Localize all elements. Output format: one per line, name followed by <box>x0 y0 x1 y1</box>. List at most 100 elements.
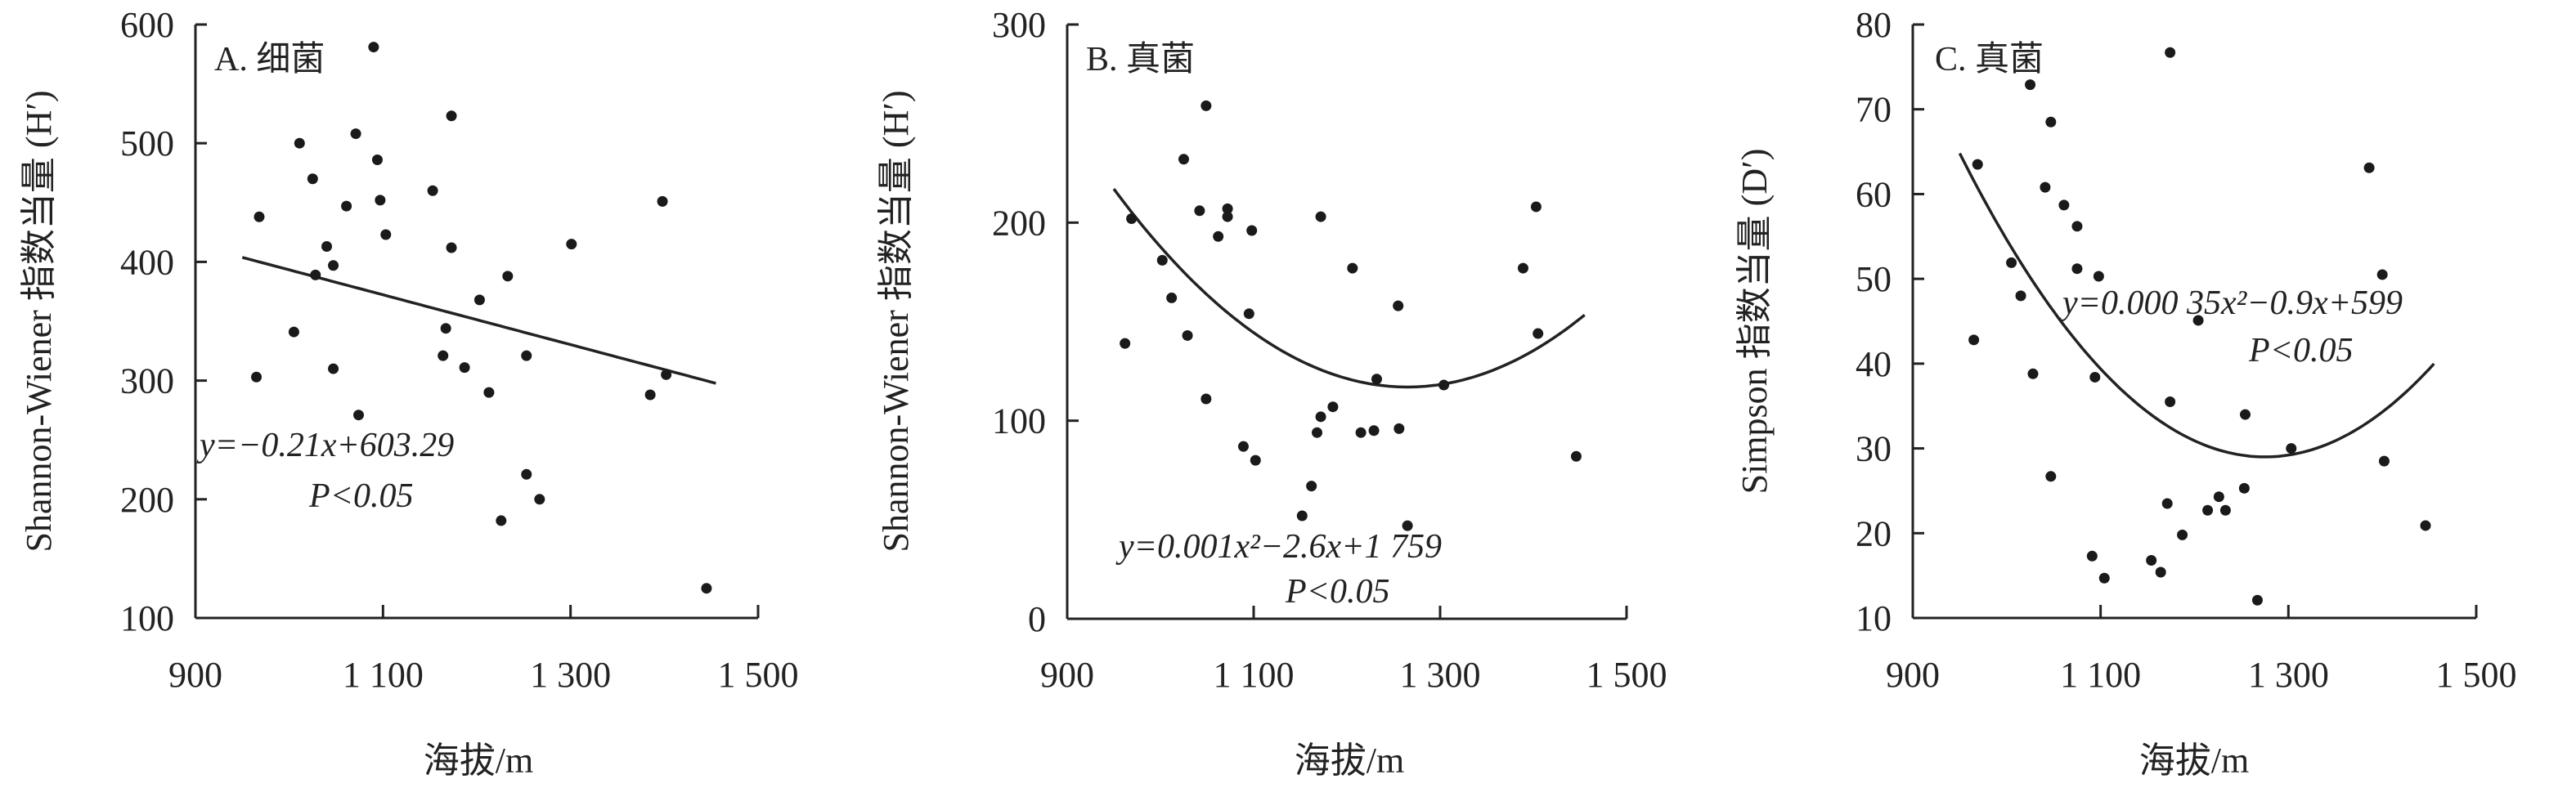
data-point <box>1368 425 1380 437</box>
data-point <box>328 260 339 271</box>
data-point <box>521 350 532 361</box>
data-point <box>459 362 470 374</box>
fit-line <box>241 256 716 385</box>
data-point <box>701 583 712 594</box>
data-point <box>2378 455 2390 467</box>
significance-label: P<0.05 <box>308 477 414 515</box>
data-point <box>1315 211 1326 222</box>
data-point <box>657 195 668 207</box>
data-point <box>2165 47 2176 58</box>
x-tick-label: 1 300 <box>1400 655 1481 695</box>
data-point <box>1222 203 1233 214</box>
data-point <box>2058 199 2070 211</box>
data-point <box>2146 554 2157 566</box>
data-point <box>1306 481 1317 492</box>
data-point <box>2202 504 2214 516</box>
data-point <box>1126 213 1138 224</box>
data-point <box>2027 368 2039 379</box>
data-point <box>254 211 265 222</box>
data-point <box>1182 329 1193 341</box>
data-point <box>1968 334 1980 346</box>
data-point <box>368 42 379 53</box>
data-point <box>566 239 577 250</box>
data-point <box>2071 221 2083 232</box>
data-point <box>380 229 392 240</box>
x-tick-label: 900 <box>1886 655 1940 695</box>
data-point <box>2025 79 2036 91</box>
data-point <box>2161 498 2173 509</box>
data-point <box>1355 427 1367 438</box>
data-point <box>521 468 532 480</box>
y-tick-label: 60 <box>1856 174 1892 214</box>
data-point <box>1296 510 1308 522</box>
data-point <box>2420 520 2431 531</box>
data-point <box>1222 211 1233 222</box>
data-point <box>1393 423 1405 434</box>
x-tick-label: 1 300 <box>2248 655 2329 695</box>
panel-a: A. 细菌 海拔/m Shannon-Wiener 指数当量 (H′) y=−0… <box>19 5 799 781</box>
y-axis-title: Simpson 指数当量 (D′) <box>1735 149 1775 495</box>
data-point <box>375 195 386 206</box>
y-tick-label: 10 <box>1856 598 1892 638</box>
data-point <box>1371 374 1382 385</box>
data-point <box>2363 162 2375 173</box>
data-point <box>1200 100 1212 111</box>
data-point <box>1438 379 1450 391</box>
data-point <box>2045 471 2057 482</box>
data-point <box>1327 401 1339 413</box>
data-point <box>534 494 545 505</box>
data-point <box>1347 262 1358 274</box>
data-point <box>2192 315 2204 326</box>
data-point <box>350 128 361 140</box>
panel-b: B. 真菌 海拔/m Shannon-Wiener 指数当量 (H′) y=0.… <box>876 5 1667 781</box>
y-tick-label: 300 <box>120 361 174 401</box>
data-point <box>251 371 263 383</box>
x-tick-label: 1 300 <box>530 655 611 695</box>
data-point <box>2045 116 2057 128</box>
y-tick-label: 70 <box>1856 90 1892 130</box>
panel-label: B. 真菌 <box>1086 41 1195 78</box>
data-point <box>288 326 299 338</box>
y-tick-label: 80 <box>1856 5 1892 45</box>
data-point <box>1530 201 1542 213</box>
x-tick-label: 1 500 <box>718 655 799 695</box>
data-point <box>1213 231 1224 242</box>
data-point <box>1246 225 1258 236</box>
data-point <box>2251 594 2263 606</box>
data-point <box>1194 205 1205 217</box>
data-point <box>321 241 333 253</box>
data-point <box>1312 427 1323 438</box>
panel-label: C. 真菌 <box>1935 41 2044 78</box>
data-point <box>1120 338 1131 349</box>
data-point <box>353 410 365 421</box>
x-tick-label: 900 <box>168 655 222 695</box>
data-point <box>440 323 451 334</box>
data-point <box>2086 550 2098 562</box>
fit-line <box>1112 188 1586 389</box>
data-point <box>1315 411 1326 423</box>
y-tick-label: 40 <box>1856 344 1892 384</box>
x-tick-label: 1 100 <box>2060 655 2141 695</box>
y-tick-label: 300 <box>992 5 1046 45</box>
y-tick-label: 0 <box>1028 599 1046 639</box>
data-point <box>1200 393 1212 405</box>
data-point <box>1402 520 1413 531</box>
x-axis-title: 海拔/m <box>424 741 533 781</box>
data-point <box>2040 181 2051 193</box>
x-tick-label: 1 500 <box>2436 655 2517 695</box>
data-point <box>1178 154 1189 165</box>
y-tick-label: 50 <box>1856 259 1892 299</box>
data-point <box>2089 371 2101 383</box>
data-point <box>1393 300 1404 311</box>
y-tick-label: 30 <box>1856 429 1892 469</box>
x-tick-label: 1 100 <box>343 655 424 695</box>
fit-equation: y=−0.21x+603.29 <box>196 427 454 464</box>
data-point <box>2376 269 2388 280</box>
data-point <box>2240 409 2251 420</box>
y-tick-label: 500 <box>120 123 174 163</box>
y-tick-label: 20 <box>1856 513 1892 553</box>
data-point <box>2093 271 2104 282</box>
y-tick-label: 400 <box>120 242 174 282</box>
y-axis-title: Shannon-Wiener 指数当量 (H′) <box>19 90 59 552</box>
